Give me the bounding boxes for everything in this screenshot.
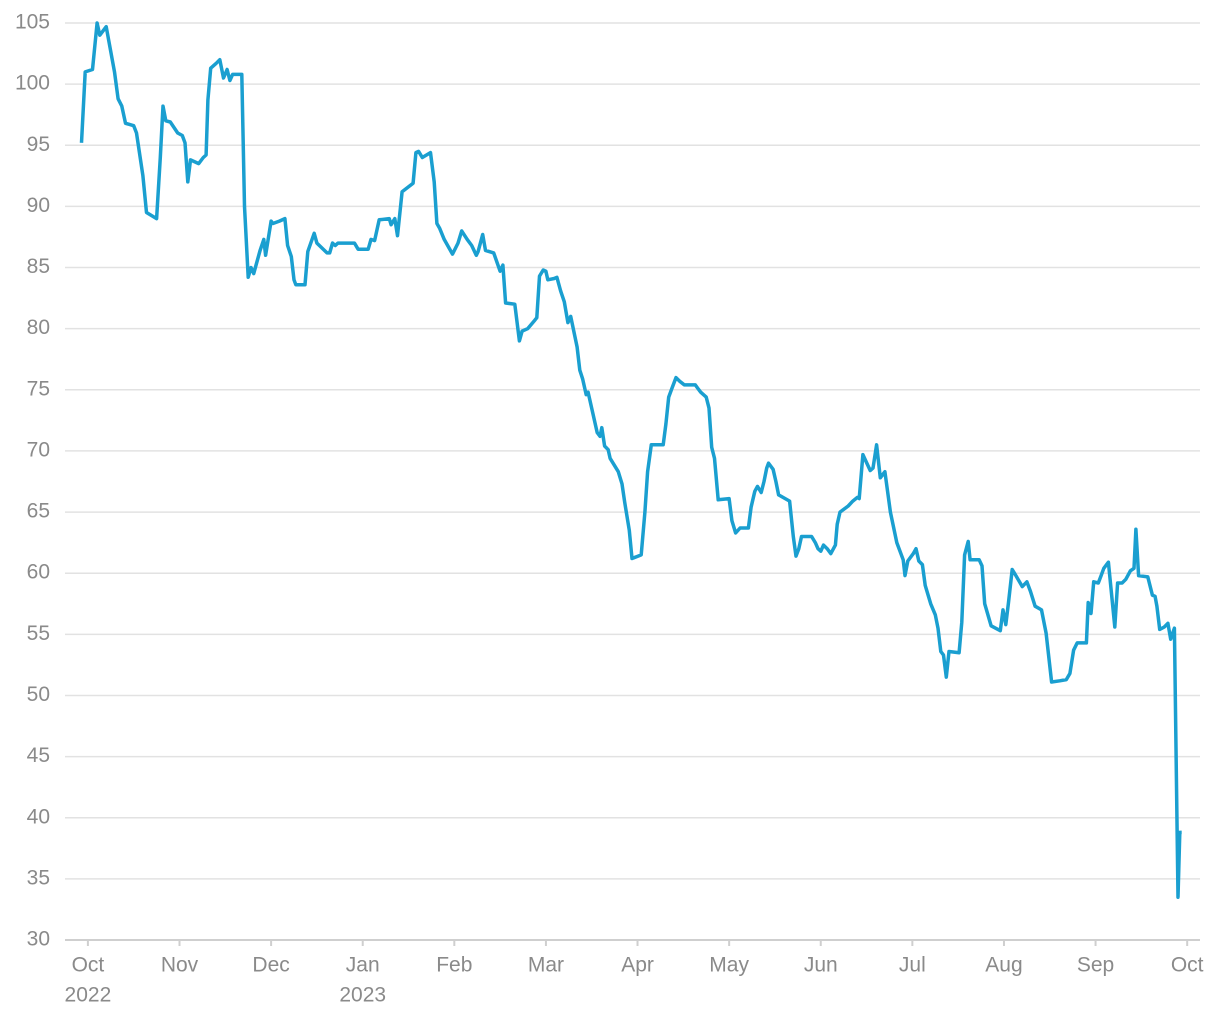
y-tick-label: 35: [27, 866, 50, 889]
y-tick-label: 70: [27, 438, 50, 461]
x-tick-label: Jun: [804, 954, 838, 977]
y-tick-label: 75: [27, 377, 50, 400]
y-tick-label: 40: [27, 805, 50, 828]
y-tick-label: 80: [27, 316, 50, 339]
x-year-label: 2023: [339, 984, 386, 1007]
y-tick-label: 50: [27, 683, 50, 706]
x-tick-label: Apr: [621, 954, 654, 977]
x-tick-label: Mar: [528, 954, 564, 977]
x-tick-label: Feb: [436, 954, 472, 977]
x-tick-label: Dec: [252, 954, 289, 977]
y-tick-label: 45: [27, 744, 50, 767]
x-tick-label: Jul: [899, 954, 926, 977]
y-tick-label: 90: [27, 194, 50, 217]
y-tick-label: 30: [27, 928, 50, 951]
x-tick-label: Aug: [985, 954, 1022, 977]
y-tick-label: 100: [15, 72, 50, 95]
x-tick-label: Oct: [1171, 954, 1204, 977]
y-tick-label: 60: [27, 561, 50, 584]
y-tick-label: 95: [27, 133, 50, 156]
x-tick-label: Nov: [161, 954, 199, 977]
y-tick-label: 85: [27, 255, 50, 278]
x-tick-label: Jan: [346, 954, 380, 977]
x-tick-label: Oct: [72, 954, 105, 977]
y-tick-label: 55: [27, 622, 50, 645]
y-tick-label: 105: [15, 11, 50, 34]
data-line: [79, 21, 1182, 899]
x-tick-label: May: [709, 954, 749, 977]
x-tick-label: Sep: [1077, 954, 1114, 977]
y-tick-label: 65: [27, 500, 50, 523]
x-year-label: 2022: [65, 984, 112, 1007]
